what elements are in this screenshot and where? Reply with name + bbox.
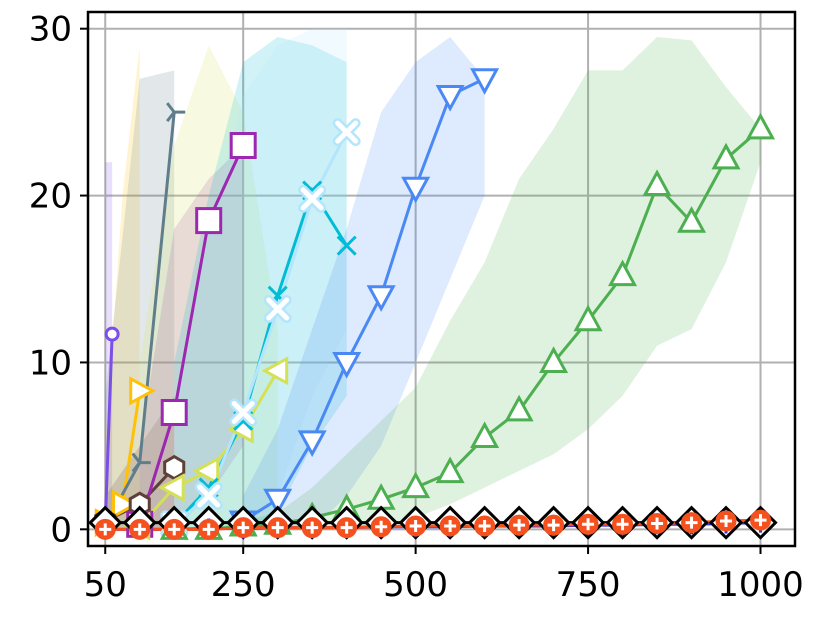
data-point-inner [720, 514, 733, 527]
data-point [366, 285, 396, 312]
y-tick-label: 0 [50, 510, 72, 550]
x-tick-label: 50 [84, 565, 127, 605]
data-point-inner [651, 517, 664, 530]
data-point [435, 84, 465, 112]
data-point [539, 346, 569, 373]
data-point [163, 454, 186, 481]
data-point-inner [306, 521, 319, 534]
data-point-inner [300, 187, 324, 211]
data-point [195, 207, 223, 235]
data-point [166, 102, 186, 123]
confidence-band [139, 145, 244, 530]
confidence-band [174, 37, 761, 530]
series-markers [88, 68, 778, 541]
data-point-inner [375, 520, 388, 533]
data-point [435, 456, 465, 484]
confidence-band [105, 45, 140, 530]
data-point [263, 488, 293, 516]
data-point [745, 112, 776, 140]
x-tick-label: 500 [383, 565, 448, 605]
data-point [573, 304, 603, 332]
data-point-inner [197, 484, 221, 508]
x-tick-label: 750 [556, 565, 621, 605]
data-point [261, 356, 289, 386]
axis-ticks: 50 250 500 750 1000 0 10 20 30 [29, 10, 804, 605]
data-point [332, 351, 362, 379]
data-point-inner [582, 518, 595, 531]
data-point [504, 394, 534, 422]
data-point-inner [335, 120, 359, 144]
data-point-inner [616, 518, 629, 531]
data-point-inner [513, 519, 526, 532]
data-point [192, 456, 220, 486]
series-line [103, 334, 114, 525]
data-point [470, 421, 500, 449]
data-point-inner [266, 297, 290, 321]
y-tick-label: 20 [29, 177, 72, 217]
data-point [470, 68, 500, 95]
data-point [401, 471, 431, 499]
series-line [138, 144, 245, 525]
data-point [104, 326, 120, 342]
data-point [158, 473, 185, 503]
data-point-inner [478, 519, 491, 532]
data-point [711, 142, 741, 170]
data-point [336, 235, 357, 256]
data-point-inner [340, 521, 353, 534]
data-point-inner [409, 519, 422, 532]
data-point-inner [99, 523, 112, 536]
data-point [401, 176, 431, 204]
data-point [297, 430, 327, 458]
data-point-inner [547, 519, 560, 532]
data-point [677, 206, 707, 233]
confidence-band [174, 37, 347, 530]
data-point [111, 489, 139, 519]
data-point [229, 132, 257, 159]
data-point [642, 169, 672, 197]
y-tick-label: 10 [29, 343, 72, 383]
data-point-inner [202, 523, 215, 536]
data-point-inner [168, 523, 181, 536]
data-point [131, 452, 151, 473]
data-point-inner [754, 514, 767, 527]
data-point-inner [237, 521, 250, 534]
confidence-band [105, 70, 175, 530]
data-point-inner [271, 521, 284, 534]
data-point-inner [231, 401, 255, 424]
data-point-inner [133, 523, 146, 536]
confidence-bands [105, 28, 761, 530]
data-point [129, 376, 156, 406]
data-point [160, 399, 188, 426]
data-point-inner [685, 516, 698, 529]
y-tick-label: 30 [29, 10, 72, 50]
data-point-inner [444, 519, 457, 532]
plot-frame [86, 10, 797, 548]
x-tick-label: 250 [211, 565, 276, 605]
data-point [608, 259, 638, 287]
x-tick-label: 1000 [717, 565, 804, 605]
confidence-band [174, 28, 347, 530]
